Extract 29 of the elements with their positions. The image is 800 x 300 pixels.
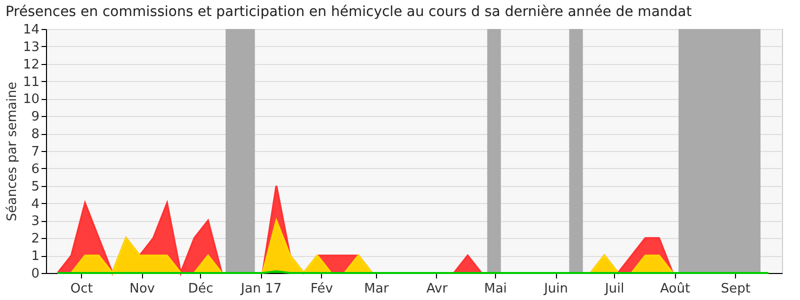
y-tick-label: 7 [31, 144, 40, 160]
x-tick-label: Sept [720, 282, 750, 296]
y-tick-label: 13 [22, 40, 40, 55]
y-tick-label: 9 [31, 110, 40, 125]
y-tick-label: 2 [31, 232, 40, 247]
y-tick-label: 1 [31, 249, 40, 264]
y-tick-label: 5 [31, 179, 40, 194]
x-tick-label: Jan 17 [240, 282, 282, 296]
y-tick-label: 3 [31, 214, 40, 230]
x-tick-label: Mai [484, 282, 507, 296]
y-tick-label: 4 [31, 196, 40, 212]
y-tick-label: 8 [31, 127, 40, 142]
x-tick-label: Mar [364, 282, 390, 296]
x-tick-label: Nov [129, 282, 156, 296]
y-tick-label: 12 [22, 57, 40, 72]
x-tick-label: Août [660, 282, 690, 296]
x-tick-label: Déc [188, 282, 214, 296]
y-tick-label: 6 [31, 162, 40, 177]
x-tick-label: Juin [543, 282, 568, 296]
x-tick-label: Fév [310, 282, 334, 296]
y-tick-label: 10 [22, 92, 40, 108]
chart-title: Présences en commissions et participation en hémicycle au cours d sa dernière année de mandat [5, 4, 692, 20]
x-tick-label: Avr [426, 282, 448, 296]
y-tick-label: 14 [22, 22, 40, 38]
y-tick-label: 11 [22, 74, 40, 90]
y-tick-label: 0 [31, 266, 40, 282]
x-tick-label: Oct [70, 282, 93, 296]
y-axis-title: Séances par semaine [4, 82, 20, 222]
x-tick-label: Juil [604, 282, 624, 296]
